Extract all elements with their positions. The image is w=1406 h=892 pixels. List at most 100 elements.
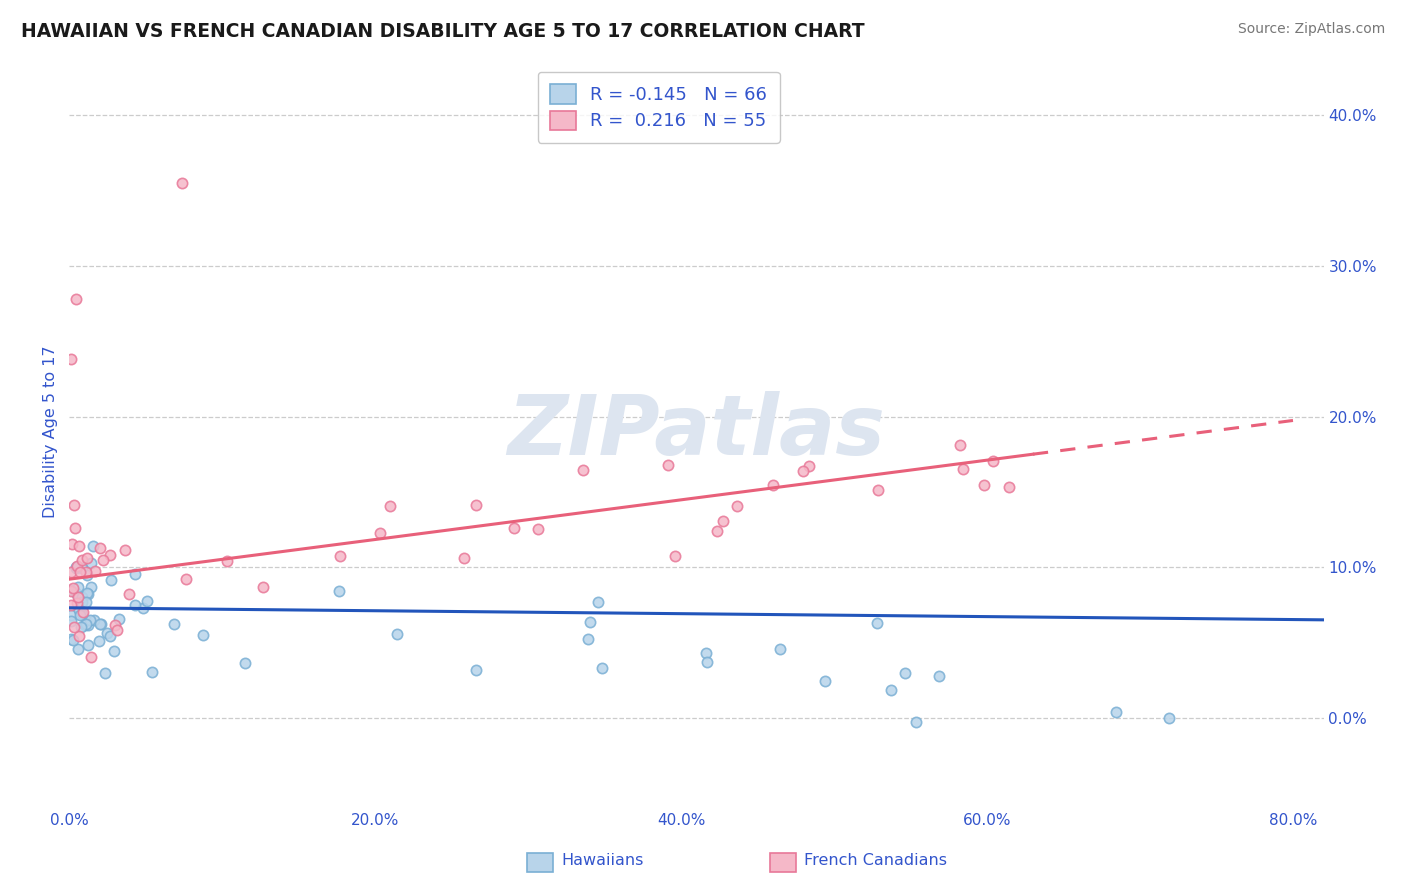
Point [70, 552, 93, 566]
Point [928, 669, 950, 683]
Point [72, 561, 94, 575]
Point [66, 590, 89, 604]
Point [769, 642, 792, 657]
Point [67, 603, 90, 617]
Point [59, 352, 82, 367]
Point [233, 657, 256, 671]
Point [105, 623, 128, 637]
Point [65, 597, 87, 611]
Point [124, 567, 146, 582]
Text: ZIPatlas: ZIPatlas [508, 391, 886, 472]
Point [1105, 705, 1128, 719]
Point [465, 663, 488, 677]
Point [252, 580, 274, 594]
Point [59, 598, 82, 612]
Point [60, 608, 83, 623]
Point [63, 521, 86, 535]
Point [76, 567, 98, 582]
Point [66, 642, 89, 657]
Point [59, 565, 82, 579]
Point [586, 595, 609, 609]
Point [792, 464, 814, 478]
Point [387, 627, 409, 641]
Point [82, 539, 104, 553]
Point [63, 498, 86, 512]
Point [657, 458, 679, 473]
Point [67, 539, 90, 553]
Point [591, 661, 613, 675]
Point [76, 550, 98, 565]
Point [378, 499, 401, 513]
Point [948, 438, 970, 452]
Point [579, 615, 602, 629]
Point [75, 617, 97, 632]
Point [664, 549, 686, 563]
Point [89, 616, 111, 631]
Point [706, 524, 728, 539]
Point [93, 665, 115, 680]
Point [328, 583, 350, 598]
Point [62, 633, 84, 648]
Point [880, 683, 903, 698]
Point [711, 514, 734, 528]
Point [866, 483, 889, 497]
Point [69, 607, 91, 622]
Point [814, 673, 837, 688]
Point [1157, 711, 1180, 725]
Point [87, 633, 110, 648]
Point [77, 618, 100, 632]
Point [191, 627, 214, 641]
Point [70, 590, 93, 604]
Point [136, 594, 159, 608]
Point [77, 639, 100, 653]
Point [100, 573, 122, 587]
Point [66, 558, 89, 573]
Point [69, 629, 91, 643]
Text: French Canadians: French Canadians [804, 853, 948, 868]
Point [83, 564, 105, 578]
Point [75, 566, 97, 580]
Text: HAWAIIAN VS FRENCH CANADIAN DISABILITY AGE 5 TO 17 CORRELATION CHART: HAWAIIAN VS FRENCH CANADIAN DISABILITY A… [21, 22, 865, 41]
Point [72, 605, 94, 619]
Point [329, 549, 352, 563]
Point [98, 629, 121, 643]
Point [80, 580, 103, 594]
Point [75, 613, 97, 627]
Point [76, 586, 98, 600]
Point [69, 565, 91, 579]
Point [62, 581, 84, 595]
Point [59, 584, 82, 599]
Point [502, 521, 524, 535]
Point [75, 595, 97, 609]
Point [904, 715, 927, 730]
Point [797, 458, 820, 473]
Point [695, 647, 717, 661]
Point [75, 616, 97, 631]
Point [83, 613, 105, 627]
Point [65, 292, 87, 306]
Point [89, 541, 111, 555]
Point [96, 626, 118, 640]
Point [70, 607, 93, 621]
Point [215, 554, 238, 568]
Point [696, 655, 718, 669]
Point [141, 665, 163, 680]
Text: Hawaiians: Hawaiians [561, 853, 644, 868]
Point [90, 616, 112, 631]
Y-axis label: Disability Age 5 to 17: Disability Age 5 to 17 [44, 345, 58, 518]
Point [163, 616, 186, 631]
Point [59, 583, 82, 598]
Point [65, 559, 87, 574]
Point [60, 632, 83, 647]
Point [67, 580, 90, 594]
Point [60, 614, 83, 628]
Point [80, 650, 103, 665]
Point [952, 462, 974, 476]
Point [63, 620, 86, 634]
Point [894, 665, 917, 680]
Point [70, 620, 93, 634]
Point [973, 478, 995, 492]
Point [104, 618, 127, 632]
Point [79, 613, 101, 627]
Point [981, 454, 1004, 468]
